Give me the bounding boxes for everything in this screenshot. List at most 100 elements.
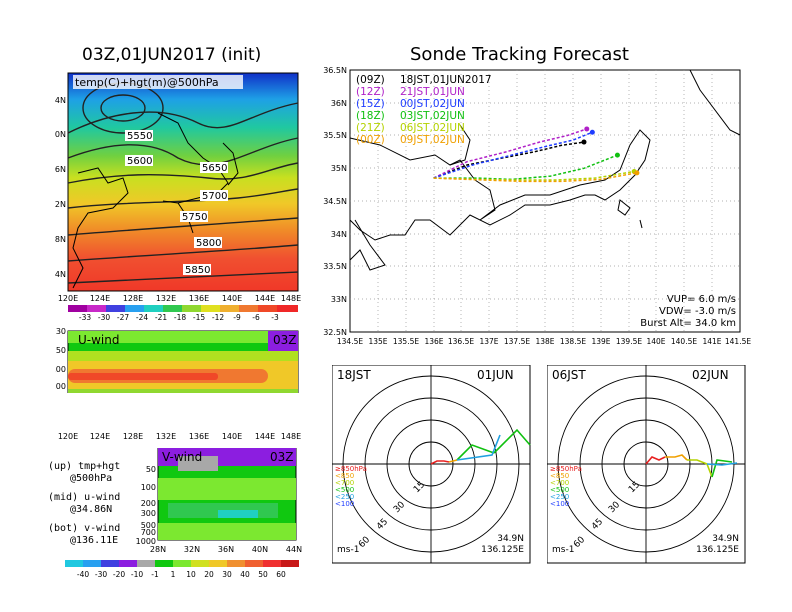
svg-text:-18: -18 [174,313,186,322]
svg-text:≥850hPa: ≥850hPa [550,465,582,473]
track-end-point-0 [581,139,587,145]
svg-text:128E: 128E [123,294,143,303]
svg-text:28N: 28N [55,235,66,244]
track-legend-time-1: 21JST,01JUN [400,86,465,98]
svg-text:40N: 40N [55,130,66,139]
track-legend-run-2: (15Z) [356,98,385,110]
svg-text:36N: 36N [218,545,234,554]
contour-5850: 5850 [185,265,210,276]
svg-text:35.5N: 35.5N [323,131,347,140]
svg-text:137E: 137E [479,337,498,346]
svg-text:-12: -12 [212,313,224,322]
svg-text:139.5E: 139.5E [616,337,642,346]
svg-text:-10: -10 [131,570,143,579]
svg-text:40N: 40N [252,545,268,554]
contour-5600: 5600 [127,156,152,167]
temp-height-map: 5550 5600 5650 5700 5750 5800 5850 temp(… [55,72,301,393]
svg-text:100: 100 [141,483,156,492]
contour-5700: 5700 [202,191,227,202]
track-end-point-2 [589,129,595,135]
svg-text:60: 60 [276,570,286,579]
svg-text:136.5E: 136.5E [448,337,474,346]
svg-text:<500: <500 [335,486,354,494]
svg-text:-6: -6 [252,313,260,322]
track-legend-run-1: (12Z) [356,86,385,98]
svg-text:136E: 136E [424,337,443,346]
vwind-colorbar: -40 -30 -20 -10 -1 1 10 20 30 40 50 60 [65,560,299,579]
svg-text:35N: 35N [331,164,347,173]
svg-text:-3: -3 [271,313,279,322]
svg-text:135E: 135E [368,337,387,346]
svg-text:<700: <700 [550,479,569,487]
svg-text:141.5E: 141.5E [725,337,751,346]
hodograph-2: 15 30 45 60 ≥850hPa <850 <700 <500 <250 … [547,365,746,564]
track-series-0 [433,141,585,179]
svg-text:≥850hPa: ≥850hPa [335,465,367,473]
map-field-label: temp(C)+hgt(m)@500hPa [75,76,219,89]
svg-text:-24: -24 [136,313,148,322]
svg-text:-30: -30 [98,313,110,322]
svg-text:148E: 148E [281,294,301,303]
svg-text:140.5E: 140.5E [671,337,697,346]
svg-text:140E: 140E [222,294,242,303]
svg-text:124E: 124E [90,432,110,441]
svg-text:36N: 36N [55,165,66,174]
svg-text:34.9N: 34.9N [712,534,739,544]
track-title: Sonde Tracking Forecast [410,44,629,65]
svg-text:30: 30 [222,570,232,579]
svg-text:136E: 136E [189,432,209,441]
svg-text:36N: 36N [331,99,347,108]
svg-text:40: 40 [240,570,250,579]
uwind-panel: U-wind 03Z [67,330,299,393]
vup-label: VUP= 6.0 m/s [667,294,736,305]
svg-text:200: 200 [141,499,156,508]
svg-text:<250: <250 [335,493,354,501]
svg-text:36.5N: 36.5N [323,66,347,75]
svg-text:120E: 120E [58,432,78,441]
legend-bot: (bot) v-wind [48,523,121,534]
svg-text:500: 500 [141,521,156,530]
contour-5750: 5750 [182,212,207,223]
svg-text:<850: <850 [335,472,354,480]
track-end-point-5 [634,170,640,176]
svg-text:<250: <250 [550,493,569,501]
hodo2-time: 06JST [552,368,586,382]
svg-text:-33: -33 [79,313,91,322]
track-end-point-1 [584,126,590,132]
legend-up: (up) tmp+hgt [48,461,121,472]
svg-text:138E: 138E [535,337,554,346]
svg-text:33.5N: 33.5N [323,262,347,271]
svg-text:141E: 141E [702,337,721,346]
track-legend-time-2: 00JST,02JUN [400,98,465,110]
track-legend-time-4: 06JST,02JUN [400,122,465,134]
svg-text:-30: -30 [95,570,107,579]
svg-text:ms-1: ms-1 [552,545,574,555]
svg-text:<500: <500 [550,486,569,494]
svg-text:700: 700 [141,528,156,537]
track-legend-run-0: (09Z) [356,74,385,86]
svg-text:50: 50 [258,570,268,579]
svg-text:-9: -9 [233,313,241,322]
svg-text:32.5N: 32.5N [323,328,347,337]
left-map-title: 03Z,01JUN2017 (init) [82,45,262,65]
svg-text:140E: 140E [646,337,665,346]
svg-text:-15: -15 [193,313,205,322]
hodograph-1: 15 30 45 60 ≥850hPa <850 <700 <500 <250 … [332,365,531,564]
track-series-3 [433,154,618,181]
svg-text:20: 20 [204,570,214,579]
svg-text:10: 10 [186,570,196,579]
sonde-track-map: (09Z) 18JST,01JUN2017 (12Z) 21JST,01JUN … [323,66,751,346]
svg-text:32N: 32N [55,200,66,209]
svg-text:-1: -1 [151,570,159,579]
svg-text:1000: 1000 [136,537,156,546]
svg-text:50: 50 [56,346,66,355]
svg-text:28N: 28N [150,545,166,554]
svg-text:-20: -20 [113,570,125,579]
track-legend-run-4: (21Z) [356,122,385,134]
track-legend-time-3: 03JST,02JUN [400,110,465,122]
svg-text:1: 1 [171,570,176,579]
track-series-2 [433,131,593,179]
svg-text:140E: 140E [222,432,242,441]
svg-text:132E: 132E [156,294,176,303]
track-legend-run-3: (18Z) [356,110,385,122]
